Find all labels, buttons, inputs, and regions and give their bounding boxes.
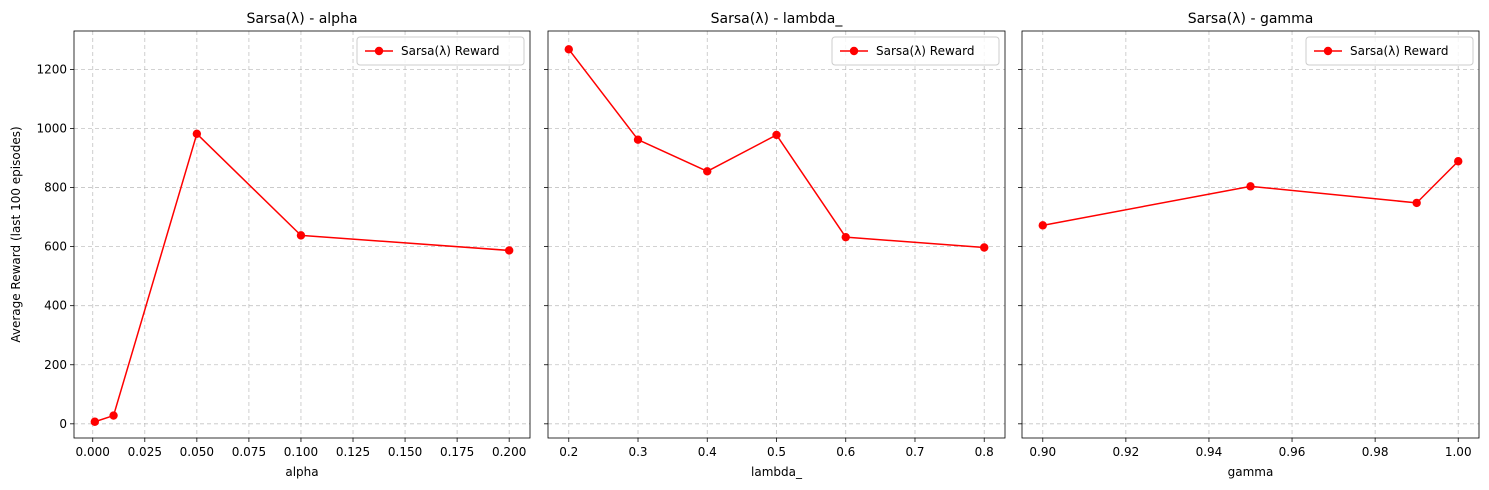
y-tick-label: 600 — [44, 240, 67, 254]
y-tick-label: 400 — [44, 299, 67, 313]
data-point — [980, 243, 989, 252]
chart-title: Sarsa(λ) - gamma — [1188, 11, 1314, 27]
x-tick-label: 1.00 — [1445, 445, 1472, 459]
data-point — [296, 231, 306, 240]
x-tick-label: 0.025 — [128, 445, 162, 459]
legend: Sarsa(λ) Reward — [356, 36, 525, 66]
x-tick-label: 0.200 — [492, 445, 526, 459]
x-axis-label: gamma — [1228, 465, 1274, 479]
y-tick-label: 800 — [44, 181, 67, 195]
legend-marker — [374, 46, 384, 56]
data-point — [841, 232, 850, 242]
x-tick-label: 0.98 — [1362, 445, 1389, 459]
x-tick-label: 0.150 — [388, 445, 422, 459]
panel-2: 0.2 0.3 0.4 0.5 0.6 0.7 0.8 Sarsa(λ) - lambda_l… — [544, 11, 1006, 479]
x-tick-label: 0.125 — [336, 445, 370, 459]
panels: 0.000 0.025 0.050 0.075 0.100 0.125 0.150 0.175… — [9, 11, 1480, 479]
axes-frame — [1021, 30, 1480, 439]
x-tick-label: 0.6 — [836, 445, 855, 459]
data-point — [703, 167, 712, 176]
data-point — [1038, 221, 1047, 230]
x-tick-label: 0.2 — [559, 445, 578, 459]
data-point — [1412, 198, 1421, 208]
x-tick-label: 0.075 — [232, 445, 266, 459]
data-point — [564, 45, 573, 54]
legend-label: Sarsa(λ) Reward — [876, 44, 974, 58]
x-tick-label: 0.4 — [698, 445, 717, 459]
legend: Sarsa(λ) Reward — [1305, 36, 1474, 66]
data-point — [1454, 157, 1463, 166]
legend-box — [356, 36, 525, 66]
legend-marker — [849, 46, 859, 56]
x-tick-label: 0.175 — [440, 445, 474, 459]
x-tick-label: 0.7 — [905, 445, 924, 459]
y-axis-label: Average Reward (last 100 episodes) — [9, 126, 23, 342]
data-point — [90, 417, 100, 426]
axes-frame — [73, 30, 531, 439]
x-tick-label: 0.94 — [1196, 445, 1223, 459]
x-tick-label: 0.96 — [1279, 445, 1306, 459]
legend-box — [1305, 36, 1474, 66]
series-line — [1042, 160, 1459, 227]
series-line — [568, 48, 985, 249]
data-point — [109, 411, 118, 420]
x-tick-label: 0.5 — [767, 445, 786, 459]
chart-title: Sarsa(λ) - alpha — [246, 11, 357, 27]
legend-box — [831, 36, 1000, 66]
x-axis-label: lambda_ — [751, 465, 803, 479]
panel-1: 0.000 0.025 0.050 0.075 0.100 0.125 0.150 0.175… — [9, 11, 531, 479]
y-tick-label: 200 — [44, 358, 67, 372]
data-point — [1246, 182, 1255, 191]
legend-marker — [1323, 46, 1333, 56]
data-point — [192, 129, 202, 138]
data-point — [772, 130, 781, 140]
x-tick-label: 0.3 — [628, 445, 647, 459]
x-tick-label: 0.8 — [975, 445, 994, 459]
chart-title: Sarsa(λ) - lambda_ — [711, 11, 844, 27]
legend: Sarsa(λ) Reward — [831, 36, 1000, 66]
data-point — [633, 135, 643, 144]
y-tick-label: 0 — [59, 417, 67, 431]
x-tick-label: 0.050 — [180, 445, 214, 459]
legend-label: Sarsa(λ) Reward — [401, 44, 499, 58]
legend-label: Sarsa(λ) Reward — [1350, 44, 1448, 58]
data-point — [504, 246, 514, 255]
x-tick-label: 0.92 — [1113, 445, 1140, 459]
x-tick-label: 0.100 — [284, 445, 318, 459]
x-axis-label: alpha — [285, 465, 318, 479]
panel-3: 0.90 0.92 0.94 0.96 0.98 1.00 Sarsa(λ) - gamma… — [1018, 11, 1480, 479]
x-tick-label: 0.000 — [76, 445, 110, 459]
y-tick-label: 1200 — [36, 62, 67, 76]
x-tick-label: 0.90 — [1029, 445, 1056, 459]
y-tick-label: 1000 — [36, 121, 67, 135]
